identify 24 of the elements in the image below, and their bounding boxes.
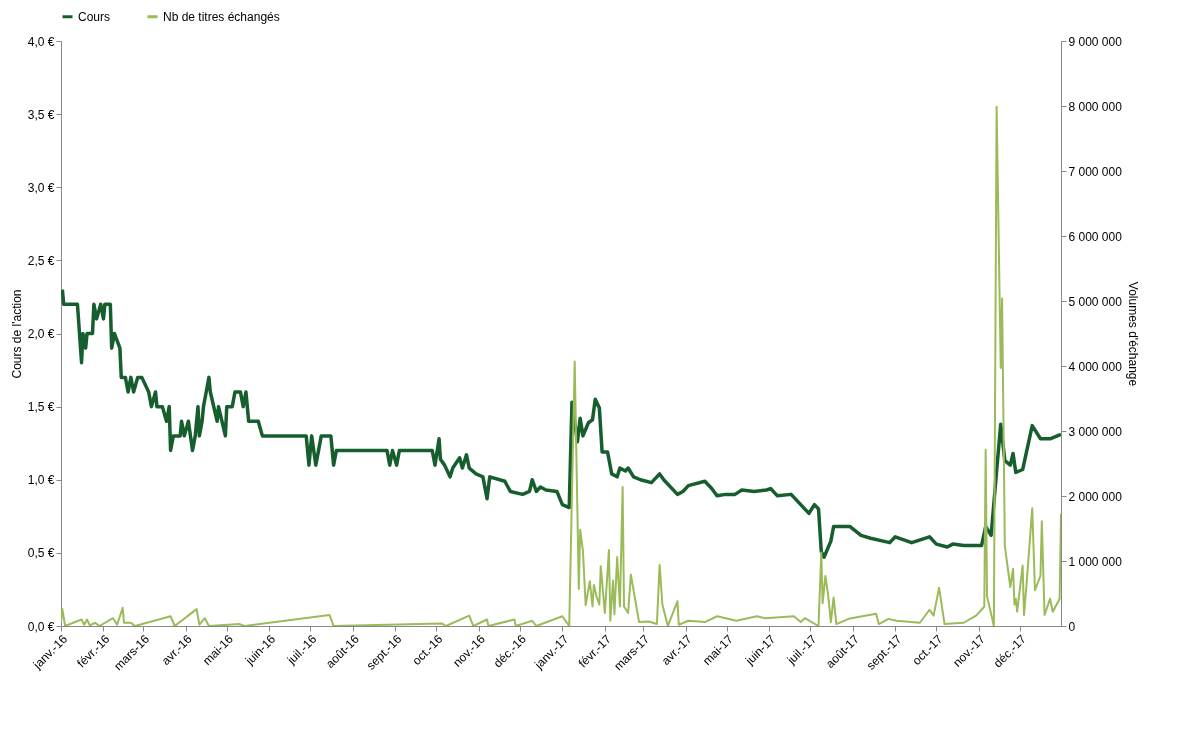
y-tick-label: 2,0 € xyxy=(27,327,55,341)
y2-tick-label: 3 000 000 xyxy=(1068,424,1123,439)
y-tick-label: 2,5 € xyxy=(27,253,55,268)
y2-tick-label: 2 000 000 xyxy=(1068,489,1123,504)
y-tick-label: 4,0 € xyxy=(27,34,55,49)
y-tick-label: 1,0 € xyxy=(27,473,55,488)
legend-label: Cours xyxy=(78,9,111,24)
y-tick-label: 0,5 € xyxy=(27,546,55,561)
y-tick-label: 0,0 € xyxy=(27,619,55,634)
y2-tick-label: 7 000 000 xyxy=(1068,164,1123,179)
y2-tick-label: 6 000 000 xyxy=(1068,229,1123,244)
y-tick-label: 3,5 € xyxy=(27,107,55,122)
y-tick-label: 1,5 € xyxy=(27,400,55,415)
y2-tick-label: 9 000 000 xyxy=(1068,34,1123,49)
line-series xyxy=(61,287,1061,560)
y2-tick-label: 4 000 000 xyxy=(1068,359,1123,374)
y-axis-title: Cours de l'action xyxy=(9,289,24,379)
y2-axis-title: Volumes d'échange xyxy=(1125,281,1140,387)
y2-tick-label: 8 000 000 xyxy=(1068,99,1123,114)
legend-label: Nb de titres échangés xyxy=(163,9,280,24)
y2-tick-label: 5 000 000 xyxy=(1068,294,1123,309)
y2-tick-label: 1 000 000 xyxy=(1068,554,1123,569)
y2-tick-label: 0 xyxy=(1068,619,1076,634)
y-tick-label: 3,0 € xyxy=(27,180,55,195)
